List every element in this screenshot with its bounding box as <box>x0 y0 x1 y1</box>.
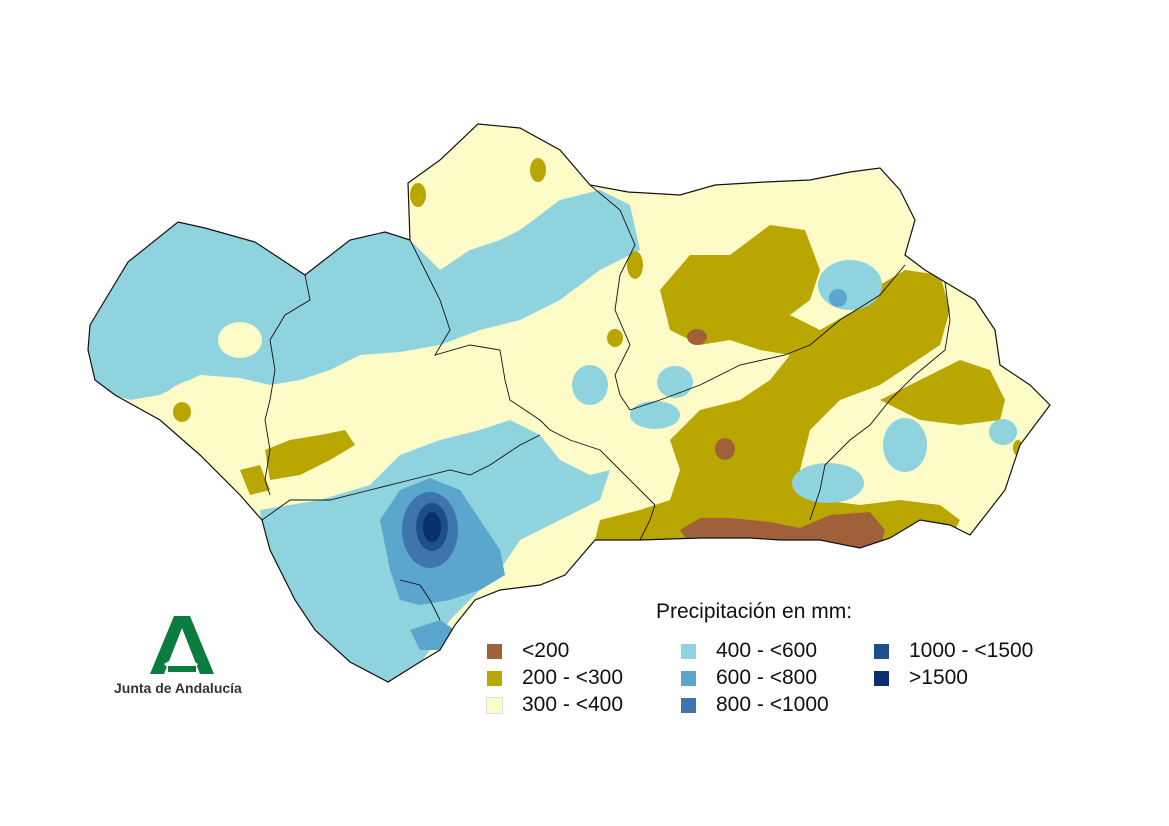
border-jaen-granada <box>629 264 906 411</box>
zone-200-300-spot <box>607 329 623 347</box>
border-malaga-granada <box>639 504 656 541</box>
zone-400-600-spot <box>883 418 927 472</box>
junta-logo <box>150 616 214 674</box>
zone-gt-1500 <box>423 512 441 542</box>
legend-label: 200 - <300 <box>522 666 624 689</box>
province-borders <box>261 184 951 621</box>
zone-200-300-spot <box>173 402 191 422</box>
zone-200-300-coast <box>240 465 270 495</box>
zone-400-600-west <box>88 190 640 400</box>
junta-logo-mark <box>150 616 214 674</box>
zone-200-300-north-east <box>595 225 960 548</box>
legend-item: <200 <box>487 639 569 663</box>
border-huelva-sevilla <box>264 274 311 496</box>
legend-label: >1500 <box>909 666 968 689</box>
border-sevilla-cadiz <box>261 434 541 521</box>
legend-item: 800 - <1000 <box>681 693 829 717</box>
border-cordoba-malaga <box>549 429 656 506</box>
zone-400-600-spot <box>630 401 680 429</box>
legend-item: 1000 - <1500 <box>874 639 1033 663</box>
border-sevilla-cordoba <box>409 239 551 431</box>
legend-swatch <box>487 643 502 659</box>
legend-label: <200 <box>522 639 570 662</box>
legend-swatch <box>486 696 503 714</box>
zone-400-600-spot <box>818 260 882 310</box>
legend-title: Precipitación en mm: <box>656 600 853 623</box>
legend-swatch <box>874 643 889 659</box>
zone-400-600-spot <box>989 419 1017 445</box>
junta-logo-text: Junta de Andalucía <box>114 680 242 696</box>
zone-lt-200-spot <box>715 438 735 460</box>
legend-label: 1000 - <1500 <box>909 639 1034 662</box>
zone-200-300-spot <box>410 183 426 207</box>
legend-label: 300 - <400 <box>522 693 624 716</box>
zone-600-800-spot <box>829 289 847 307</box>
legend-label: 800 - <1000 <box>716 693 829 716</box>
legend-item: 400 - <600 <box>681 639 817 663</box>
zone-200-300-west <box>265 430 355 480</box>
border-cordoba-jaen <box>589 184 636 411</box>
zone-200-300-spot <box>530 158 546 182</box>
border-granada-almeria <box>809 281 951 521</box>
zone-200-300-spot <box>627 251 643 279</box>
zone-600-800-coast <box>410 620 455 650</box>
legend-label: 400 - <600 <box>716 639 818 662</box>
legend-swatch <box>681 643 696 659</box>
zone-400-600-spot <box>572 365 608 405</box>
border-cadiz-malaga <box>399 579 441 621</box>
legend-item: 600 - <800 <box>681 666 817 690</box>
legend-swatch <box>874 670 889 686</box>
zone-200-300-east <box>880 360 1005 425</box>
legend-swatch <box>681 697 696 713</box>
legend-swatch <box>681 670 696 686</box>
zone-lt-200-spot <box>687 329 707 345</box>
zone-300-400-island <box>218 322 262 358</box>
zone-400-600-spot <box>792 463 864 503</box>
legend-item: 200 - <300 <box>487 666 623 690</box>
legend-item: 300 - <400 <box>486 693 624 717</box>
legend-label: 600 - <800 <box>716 666 818 689</box>
zone-400-600-spot <box>657 366 693 398</box>
legend-item: >1500 <box>874 666 968 690</box>
legend-swatch <box>487 670 502 686</box>
